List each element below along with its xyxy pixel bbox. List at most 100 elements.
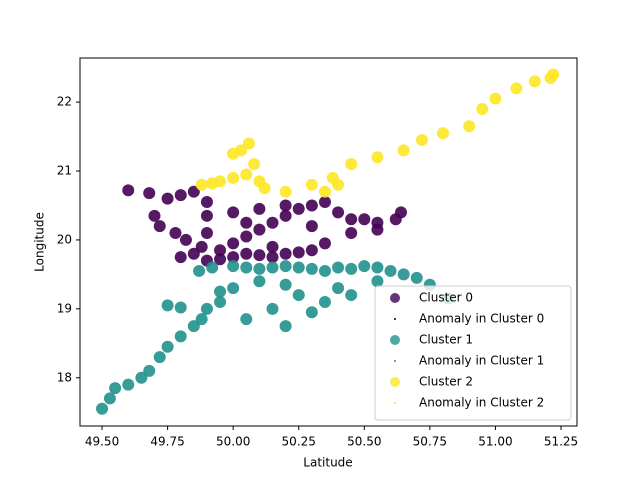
point [227,282,240,295]
y-tick-label: 18 [57,370,72,384]
point [279,320,292,333]
point [195,240,208,253]
point [122,378,135,391]
point [240,168,253,181]
point [305,178,318,191]
x-tick-label: 51.00 [478,435,512,449]
point [253,249,266,262]
y-tick-label: 19 [57,301,72,315]
point [279,247,292,260]
x-tick-label: 51.25 [544,435,578,449]
point [463,120,476,133]
point [332,261,345,274]
point [332,282,345,295]
point [397,268,410,281]
point [153,351,166,364]
point [266,240,279,253]
point [258,182,271,195]
legend-label: Cluster 1 [419,333,473,347]
point [318,295,331,308]
point [305,306,318,319]
point [253,223,266,236]
x-tick-label: 50.75 [413,435,447,449]
x-tick-label: 50.00 [216,435,250,449]
point [193,264,206,277]
point [240,313,253,326]
point [214,285,227,298]
point [279,185,292,198]
point [206,177,219,190]
point [187,247,200,260]
point [195,178,208,191]
x-tick-label: 49.75 [150,435,184,449]
point [240,216,253,229]
point [279,199,292,212]
point [332,206,345,219]
point [436,127,449,140]
point [384,264,397,277]
point [240,261,253,274]
point [109,382,122,395]
point [279,260,292,273]
point [345,158,358,171]
legend-marker [390,293,400,303]
point [292,261,305,274]
point [279,278,292,291]
point [528,75,541,88]
point [266,261,279,274]
point [345,213,358,226]
legend-marker [390,335,400,345]
point [200,196,213,209]
point [148,209,161,222]
point [371,261,384,274]
legend-marker [390,377,400,387]
legend-label: Cluster 2 [419,375,473,389]
point [318,237,331,250]
point [305,244,318,257]
point [227,251,240,264]
point [161,192,174,205]
point [227,147,240,160]
point [214,295,227,308]
point [476,102,489,115]
point [214,253,227,266]
points [96,68,560,415]
point [253,202,266,215]
legend-label: Cluster 0 [419,291,473,305]
legend: Cluster 0 Anomaly in Cluster 0 Cluster 1 An… [374,285,572,421]
point [153,220,166,233]
legend-marker [394,402,396,404]
point [227,237,240,250]
point [169,227,182,240]
x-tick-label: 49.50 [85,435,119,449]
point [305,199,318,212]
point [371,275,384,288]
point [143,187,156,200]
point [345,262,358,275]
y-tick-label: 20 [57,232,72,246]
point [318,185,331,198]
point [410,271,423,284]
point [358,213,371,226]
point [510,82,523,95]
point [345,227,358,240]
point [415,134,428,147]
point [122,184,135,197]
point [395,206,408,219]
point [489,92,502,105]
point [200,209,213,222]
point [174,301,187,314]
y-tick-label: 22 [57,95,72,109]
point [187,320,200,333]
x-axis-label: Latitude [303,456,352,470]
point [240,247,253,260]
point [253,262,266,275]
legend-box [374,285,572,421]
point [292,202,305,215]
point [305,262,318,275]
point [179,233,192,246]
point [214,244,227,257]
point [174,189,187,202]
point [332,178,345,191]
point [358,260,371,273]
